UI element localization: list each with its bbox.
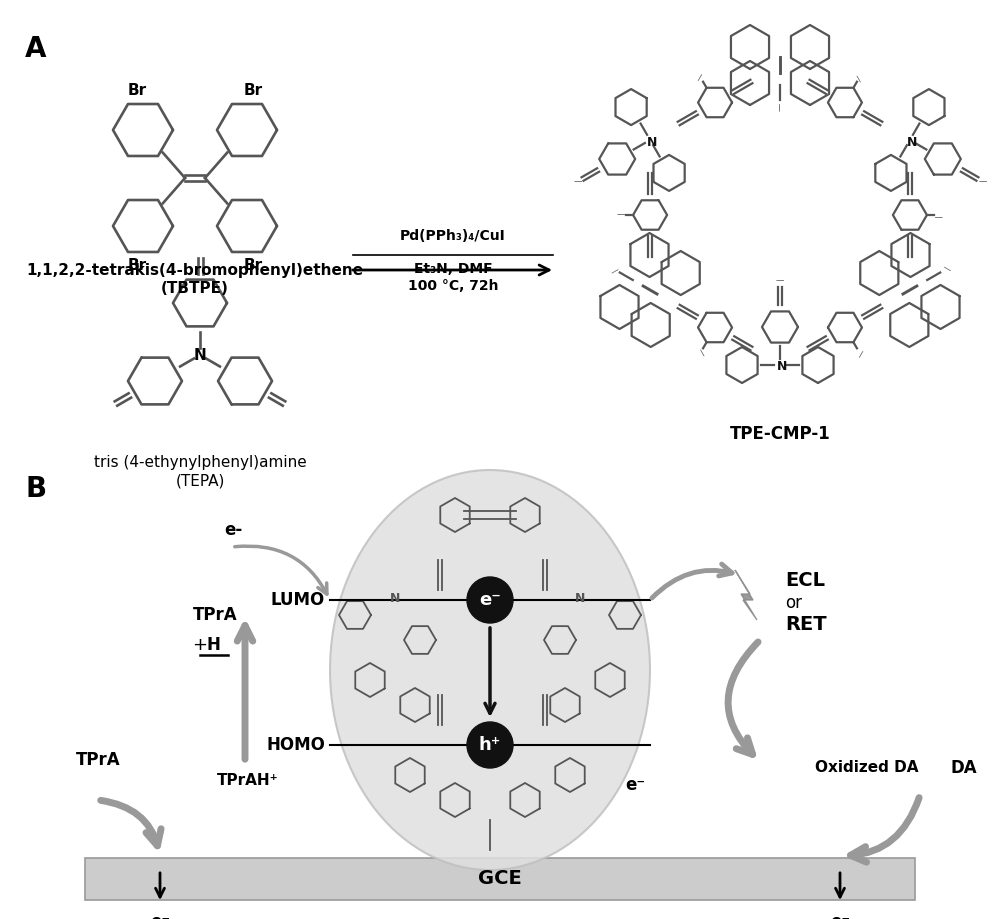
Text: h⁺: h⁺ [479,736,501,754]
Text: e⁻: e⁻ [150,913,170,919]
Text: —: — [776,277,784,286]
Text: (TBTPE): (TBTPE) [161,281,229,296]
Text: e-: e- [224,521,242,539]
Text: —: — [978,177,987,187]
Text: —: — [573,177,582,187]
Text: e⁻: e⁻ [625,776,645,794]
Text: or: or [785,594,802,612]
Text: e⁻: e⁻ [479,591,501,609]
Text: —: — [695,72,707,84]
Text: N: N [575,592,585,605]
Text: TPE-CMP-1: TPE-CMP-1 [730,425,830,443]
Text: —: — [940,263,952,275]
Text: H: H [206,636,220,654]
Text: 1,1,2,2-tetrakis(4-bromophenyl)ethene: 1,1,2,2-tetrakis(4-bromophenyl)ethene [26,263,364,278]
Text: Oxidized DA: Oxidized DA [815,761,918,776]
Text: B: B [25,475,46,503]
FancyBboxPatch shape [85,858,915,900]
Text: Et₃N, DMF: Et₃N, DMF [414,262,492,276]
Text: N: N [194,347,206,362]
Text: N: N [907,135,917,149]
Text: —: — [608,263,620,275]
Text: —: — [935,210,943,220]
Circle shape [467,577,513,623]
Text: A: A [25,35,46,63]
Text: tris (4-ethynylphenyl)amine: tris (4-ethynylphenyl)amine [94,455,306,470]
Text: ECL: ECL [785,571,825,589]
Text: TPrA: TPrA [193,606,237,624]
Text: —: — [853,72,865,84]
Circle shape [467,722,513,768]
Text: Br: Br [243,258,263,273]
Text: —: — [617,210,625,220]
Ellipse shape [330,470,650,870]
Text: N: N [390,592,400,605]
Text: TPrA: TPrA [76,751,120,769]
Text: 100 °C, 72h: 100 °C, 72h [408,279,498,293]
Text: GCE: GCE [478,869,522,889]
Text: —: — [776,103,784,111]
Text: N: N [777,360,787,373]
Polygon shape [735,570,757,620]
Text: Br: Br [243,83,263,98]
Text: —: — [853,346,865,358]
Text: —: — [695,346,707,358]
Text: N: N [647,135,657,149]
Text: e⁻: e⁻ [830,913,850,919]
Text: HOMO: HOMO [266,736,325,754]
Text: Pd(PPh₃)₄/CuI: Pd(PPh₃)₄/CuI [400,229,506,243]
Text: RET: RET [785,616,827,634]
Text: LUMO: LUMO [271,591,325,609]
Text: TPrAH⁺: TPrAH⁺ [217,773,279,788]
Text: (TEPA): (TEPA) [175,473,225,488]
Text: DA: DA [950,759,977,777]
Text: Br: Br [127,258,147,273]
Text: Br: Br [127,83,147,98]
Text: +: + [192,636,208,654]
